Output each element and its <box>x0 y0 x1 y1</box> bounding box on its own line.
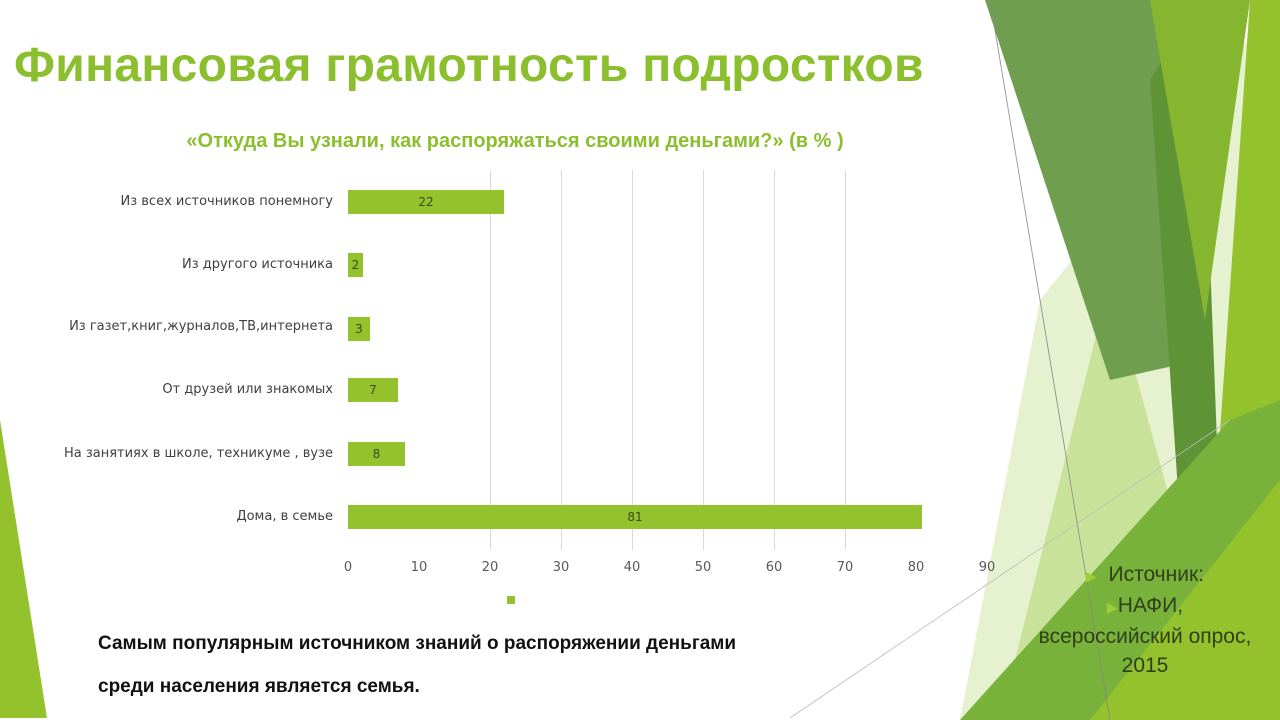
bar-value-label: 3 <box>355 322 363 336</box>
bar-value-label: 81 <box>627 510 643 524</box>
bottom-bright-wedge <box>1090 480 1280 720</box>
bar-value-label: 22 <box>418 195 434 209</box>
x-tick: 50 <box>694 560 712 575</box>
x-tick: 10 <box>410 560 428 575</box>
x-tick: 20 <box>481 560 499 575</box>
category-label: От друзей или знакомых <box>162 382 333 397</box>
source-label: Источник: <box>1108 563 1204 586</box>
category-label: На занятиях в школе, техникуме , вузе <box>63 446 333 461</box>
triangle-bullet-icon: ▶ <box>1086 568 1097 584</box>
left-green-triangle <box>0 420 47 718</box>
x-tick: 70 <box>836 560 854 575</box>
bar-media: 3 <box>348 317 370 341</box>
category-label: Из другого источника <box>182 257 333 272</box>
gridline-40 <box>632 170 633 550</box>
x-tick: 80 <box>907 560 925 575</box>
gridline-20 <box>490 170 491 550</box>
source-year: 2015 <box>1121 654 1169 677</box>
x-tick: 40 <box>623 560 641 575</box>
bar-friends: 7 <box>348 378 398 402</box>
slide-title: Финансовая грамотность подростков <box>14 39 924 92</box>
category-label: Из газет,книг,журналов,ТВ,интернета <box>69 319 333 334</box>
x-tick: 30 <box>552 560 570 575</box>
conclusion-line-2: среди населения является семья. <box>98 676 420 697</box>
x-tick: 90 <box>978 560 996 575</box>
conclusion-text: Самым популярным источником знаний о рас… <box>98 622 736 708</box>
gridline-70 <box>845 170 846 550</box>
bar-all-sources: 22 <box>348 190 504 214</box>
thin-diagonal-line-1 <box>989 0 1111 720</box>
bar-other-source: 2 <box>348 253 363 277</box>
conclusion-line-1: Самым популярным источником знаний о рас… <box>98 633 737 654</box>
bar-value-label: 8 <box>372 447 381 461</box>
bar-value-label: 7 <box>369 383 377 397</box>
bar-school: 8 <box>348 442 405 466</box>
triangle-bullet-icon: ▶ <box>1106 599 1118 615</box>
source-block: ▶ Источник: ▶НАФИ, всероссийский опрос, … <box>1020 560 1270 680</box>
source-label-line: ▶ Источник: <box>1020 560 1270 591</box>
right-mid-band <box>1150 0 1250 320</box>
legend-swatch <box>507 596 515 604</box>
x-tick: 60 <box>765 560 783 575</box>
gridline-30 <box>561 170 562 550</box>
source-detail: всероссийский опрос, <box>1038 625 1252 648</box>
x-tick: 0 <box>343 560 353 575</box>
category-label: Из всех источников понемногу <box>120 194 334 209</box>
category-label: Дома, в семье <box>236 509 333 524</box>
bar-family: 81 <box>348 505 922 529</box>
bar-chart-plot: 22 2 3 7 8 81 <box>348 170 987 550</box>
bar-value-label: 2 <box>351 258 360 272</box>
source-org: НАФИ, <box>1117 594 1184 617</box>
thin-diagonal-line-2 <box>789 419 1231 719</box>
gridline-50 <box>703 170 704 550</box>
source-org-line: ▶НАФИ, <box>1020 591 1270 622</box>
gridline-60 <box>774 170 775 550</box>
right-dark-band-1 <box>985 0 1200 380</box>
chart-title: «Откуда Вы узнали, как распоряжаться сво… <box>186 130 844 152</box>
